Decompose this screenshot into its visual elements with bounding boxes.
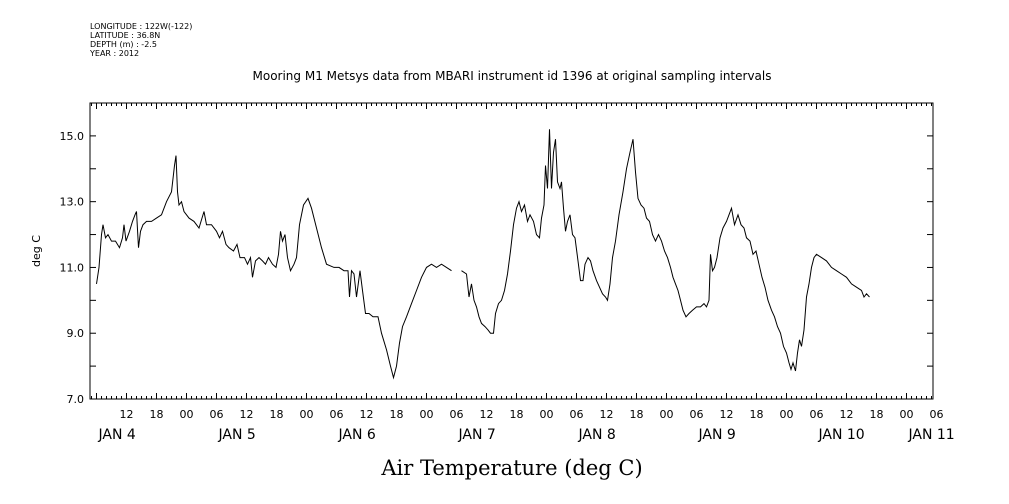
x-tick-label: 00 [660,408,674,421]
x-tick-label: 00 [300,408,314,421]
x-tick-label: 06 [210,408,224,421]
y-tick-label: 13.0 [60,196,85,209]
series-line [461,129,870,372]
x-tick-label: 12 [240,408,254,421]
depth-text: DEPTH (m) : -2.5 [90,40,157,49]
longitude-text: LONGITUDE : 122W(-122) [90,22,193,31]
day-label: JAN 6 [338,427,376,443]
latitude-text: LATITUDE : 36.8N [90,31,161,40]
plot-frame [89,102,934,400]
x-tick-label: 06 [570,408,584,421]
metadata-block: LONGITUDE : 122W(-122) LATITUDE : 36.8N … [90,22,192,58]
y-tick-label: 11.0 [60,261,85,274]
y-tick-label: 15.0 [60,130,85,143]
x-tick-label: 12 [720,408,734,421]
x-axis-label: Air Temperature (deg C) [380,456,642,480]
x-tick-label: 12 [600,408,614,421]
x-tick-label: 06 [450,408,464,421]
x-tick-label: 00 [180,408,194,421]
x-tick-label: 18 [630,408,644,421]
x-tick-labels: 12 18 00 06 12 18 00 06 12 18 00 06 12 18 00 06 12 18 00 06… [120,408,944,421]
day-label: JAN 5 [218,427,256,443]
x-tick-label: 18 [150,408,164,421]
x-tick-label: 18 [390,408,404,421]
day-label: JAN 10 [818,427,865,443]
x-tick-label: 06 [690,408,704,421]
axis-ticks [90,102,933,400]
y-tick-labels: 7.0 9.0 11.0 13.0 15.0 [60,130,85,406]
day-labels: JAN 4 JAN 5 JAN 6 JAN 7 JAN 8 JAN 9 JAN 10 JAN … [98,427,955,443]
day-label: JAN 8 [578,427,616,443]
year-text: YEAR : 2012 [90,49,140,58]
y-tick-label: 7.0 [67,393,85,406]
x-tick-label: 12 [120,408,134,421]
x-tick-label: 18 [510,408,524,421]
x-tick-label: 18 [750,408,764,421]
day-label: JAN 7 [458,427,496,443]
y-tick-label: 9.0 [67,327,85,340]
day-label: JAN 4 [98,427,136,443]
x-tick-label: 12 [840,408,854,421]
day-label: JAN 9 [698,427,736,443]
x-tick-label: 18 [870,408,884,421]
x-tick-label: 18 [270,408,284,421]
plot-area [96,129,870,380]
chart-title: Mooring M1 Metsys data from MBARI instru… [253,69,772,83]
series-line [96,155,452,380]
x-tick-label: 06 [930,408,944,421]
x-tick-label: 00 [540,408,554,421]
x-tick-label: 12 [360,408,374,421]
x-tick-label: 06 [330,408,344,421]
x-tick-label: 00 [780,408,794,421]
x-tick-label: 00 [420,408,434,421]
x-tick-label: 00 [900,408,914,421]
day-label: JAN 11 [908,427,955,443]
y-axis-label: deg C [30,235,43,267]
x-tick-label: 06 [810,408,824,421]
x-tick-label: 12 [480,408,494,421]
